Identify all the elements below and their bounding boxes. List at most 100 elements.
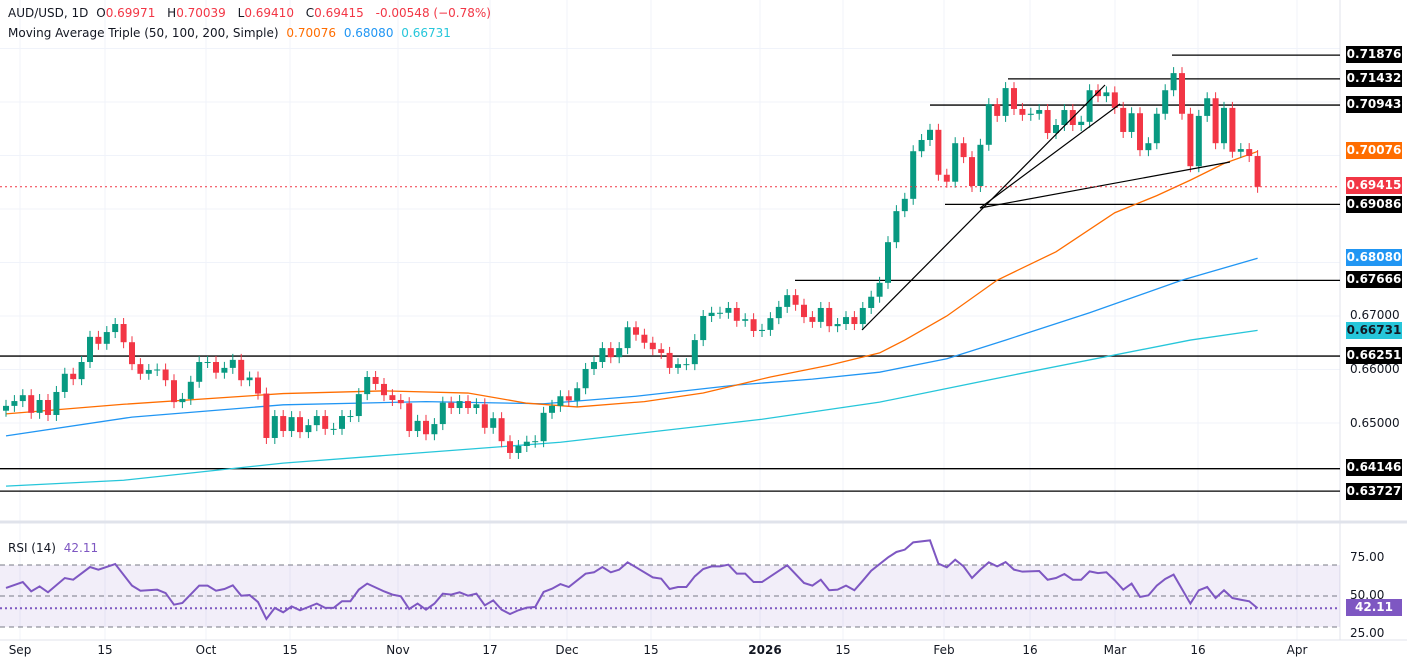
ma-title[interactable]: Moving Average Triple (50, 100, 200, Sim… <box>8 26 279 40</box>
candle-up <box>540 412 547 442</box>
trendlines[interactable] <box>861 84 1231 331</box>
candle-down <box>733 307 740 321</box>
candle-down <box>943 174 950 182</box>
change-value: -0.00548 (−0.78%) <box>375 6 491 20</box>
candle-up <box>717 312 723 314</box>
candle-down <box>935 129 942 175</box>
level-tag: 0.64146 <box>1346 459 1402 476</box>
candle-up <box>700 316 707 341</box>
candle-up <box>708 312 715 316</box>
candle-down <box>397 399 404 404</box>
candle-up <box>1170 73 1177 91</box>
rsi-title[interactable]: RSI (14) <box>8 541 56 555</box>
rsi-tick: 25.00 <box>1350 626 1385 638</box>
candle-up <box>591 362 597 369</box>
candle-down <box>994 104 1001 116</box>
candle-down <box>263 393 270 438</box>
candle-down <box>1246 149 1253 157</box>
level-tag: 0.69086 <box>1346 196 1402 213</box>
candle-up <box>112 324 119 333</box>
symbol-title[interactable]: AUD/USD, 1D <box>8 6 89 20</box>
candle-down <box>137 364 144 374</box>
candle-up <box>885 242 891 283</box>
candle-up <box>1061 110 1068 126</box>
candle-up <box>1027 113 1034 115</box>
candle-up <box>834 324 841 327</box>
candle-down <box>607 348 614 358</box>
candle-up <box>53 391 60 415</box>
candle-up <box>364 376 371 395</box>
candle-up <box>1128 113 1135 132</box>
date-label: Nov <box>386 643 410 657</box>
candle-up <box>1162 90 1169 114</box>
candle-up <box>355 394 362 417</box>
candle-down <box>297 417 303 433</box>
candle-up <box>977 144 984 186</box>
level-tag: 0.71876 <box>1346 46 1402 63</box>
date-label: Apr <box>1286 643 1308 657</box>
candle-down <box>280 416 287 432</box>
date-label: 16 <box>1190 643 1206 657</box>
candle-up <box>246 377 253 381</box>
candle-down <box>969 157 975 186</box>
date-label: 2026 <box>748 643 782 657</box>
price-tick: 0.66000 <box>1350 362 1400 376</box>
candle-down <box>171 380 177 403</box>
candle-up <box>859 307 866 325</box>
candle-up <box>1237 149 1244 152</box>
candle-down <box>322 416 329 429</box>
level-tag: 0.71432 <box>1346 70 1402 87</box>
candle-up <box>985 104 992 145</box>
candle-up <box>221 367 228 373</box>
candle-down <box>1179 73 1185 114</box>
candle-up <box>196 362 203 382</box>
candle-up <box>456 401 463 409</box>
candle-up <box>1086 90 1093 122</box>
ma-legend: Moving Average Triple (50, 100, 200, Sim… <box>8 26 455 40</box>
candle-up <box>775 306 782 319</box>
candle-up <box>154 369 161 371</box>
candle-down <box>406 403 413 432</box>
candle-down <box>213 362 219 373</box>
candle-up <box>759 329 765 331</box>
candle-up <box>876 282 883 297</box>
ma50-value: 0.70076 <box>286 26 336 40</box>
candle-up <box>103 332 110 344</box>
rsi-pane <box>0 539 1340 628</box>
price-tick: 0.67000 <box>1350 308 1400 322</box>
candle-up <box>532 441 539 443</box>
candle-up <box>574 388 581 401</box>
candle-down <box>448 402 455 409</box>
rsi-value: 42.11 <box>63 541 99 555</box>
candle-down <box>381 383 387 396</box>
rsi-tick: 50.00 <box>1350 588 1385 602</box>
candle-down <box>1019 108 1026 115</box>
candle-down <box>633 327 639 335</box>
candle-down <box>1095 90 1101 97</box>
candle-up <box>910 151 917 199</box>
candle-down <box>750 319 757 331</box>
ma100-tag: 0.68080 <box>1346 249 1402 266</box>
date-label: 16 <box>1022 643 1038 657</box>
open-value: 0.69971 <box>105 6 156 20</box>
level-tag: 0.63727 <box>1346 483 1402 500</box>
candle-down <box>666 352 673 368</box>
date-label: 15 <box>282 643 298 657</box>
candle-up <box>11 401 18 406</box>
candle-up <box>683 364 690 366</box>
candle-up <box>19 395 26 402</box>
candle-down <box>28 395 35 413</box>
candle-down <box>129 342 135 365</box>
candle-up <box>582 368 589 389</box>
candle-down <box>826 307 833 327</box>
candle-up <box>784 295 791 307</box>
candle-up <box>229 359 236 368</box>
candle-down <box>70 373 77 380</box>
candle-up <box>347 416 354 418</box>
candle-up <box>1195 115 1202 167</box>
candle-up <box>179 398 186 403</box>
rsi-legend: RSI (14) 42.11 <box>8 541 102 555</box>
level-tag: 0.66251 <box>1346 347 1402 364</box>
candle-down <box>507 441 513 453</box>
